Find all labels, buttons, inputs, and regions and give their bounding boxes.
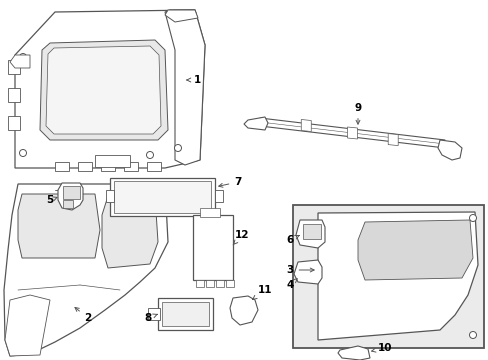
Text: 8: 8 [144, 313, 157, 323]
Text: 1: 1 [186, 75, 200, 85]
Circle shape [468, 215, 475, 221]
Polygon shape [301, 120, 311, 131]
Polygon shape [5, 295, 50, 356]
Text: 9: 9 [354, 103, 361, 124]
Bar [55, 162, 69, 171]
Polygon shape [387, 134, 397, 145]
Polygon shape [260, 118, 444, 148]
Bar [147, 162, 161, 171]
Polygon shape [347, 127, 357, 139]
Polygon shape [357, 220, 472, 280]
Text: 10: 10 [371, 343, 391, 353]
Bar [216, 280, 224, 287]
Circle shape [174, 144, 181, 152]
Polygon shape [164, 10, 198, 22]
Bar [8, 116, 20, 130]
Bar [200, 208, 220, 217]
Bar [78, 162, 92, 171]
Polygon shape [102, 196, 158, 268]
Polygon shape [244, 117, 267, 130]
Bar [225, 280, 234, 287]
Bar [303, 224, 320, 239]
Bar [95, 155, 130, 167]
Polygon shape [295, 220, 325, 248]
Bar [106, 190, 114, 202]
Polygon shape [18, 194, 100, 258]
Circle shape [146, 152, 153, 158]
Text: 5: 5 [46, 195, 57, 205]
Text: 11: 11 [252, 285, 272, 300]
Bar [114, 181, 210, 213]
Bar [8, 60, 20, 74]
Polygon shape [40, 40, 168, 140]
Polygon shape [58, 183, 83, 210]
Text: 6: 6 [286, 235, 299, 245]
Bar [110, 178, 215, 216]
Polygon shape [46, 46, 161, 134]
Polygon shape [293, 260, 321, 284]
Bar [8, 88, 20, 102]
Bar [101, 162, 115, 171]
Text: 3: 3 [286, 265, 313, 275]
Polygon shape [437, 140, 461, 160]
Polygon shape [164, 10, 204, 165]
Polygon shape [15, 10, 204, 168]
Text: 7: 7 [218, 177, 241, 187]
Circle shape [20, 54, 26, 60]
Text: 4: 4 [286, 279, 297, 290]
Bar [162, 302, 208, 326]
Bar [124, 162, 138, 171]
Bar [292, 205, 483, 348]
Bar [158, 298, 213, 330]
Circle shape [468, 332, 475, 338]
Bar [205, 280, 214, 287]
Bar [63, 186, 80, 199]
Polygon shape [337, 346, 369, 360]
Polygon shape [229, 296, 258, 325]
Bar [215, 190, 223, 202]
Bar [148, 308, 160, 320]
Text: 2: 2 [75, 307, 91, 323]
Circle shape [20, 149, 26, 157]
Bar [63, 200, 73, 208]
Bar [196, 280, 203, 287]
Polygon shape [10, 55, 30, 68]
Bar [193, 215, 232, 280]
Polygon shape [4, 184, 168, 356]
Polygon shape [317, 212, 477, 340]
Text: 12: 12 [233, 230, 249, 245]
